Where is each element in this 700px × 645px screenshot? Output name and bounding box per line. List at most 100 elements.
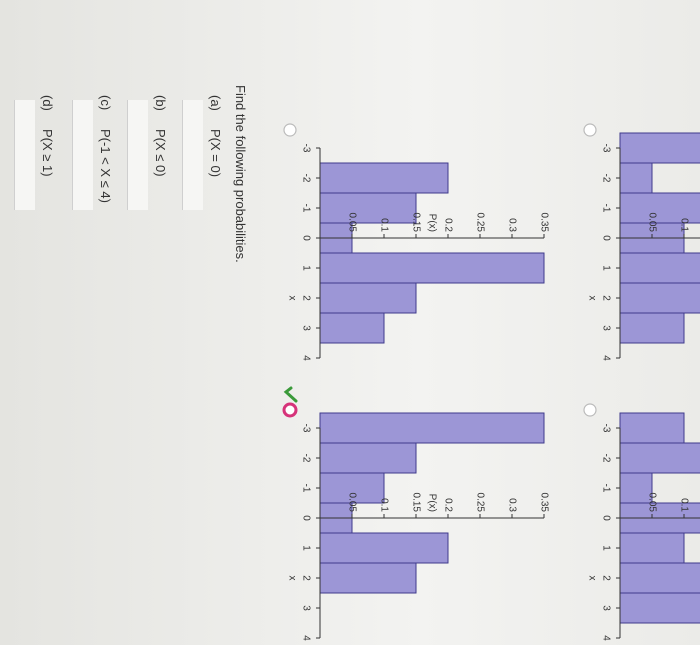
x-tick-label: 3 xyxy=(600,325,611,331)
question-text: P(-1 < X ≤ 4) xyxy=(98,129,113,203)
x-tick-label: -3 xyxy=(300,424,311,433)
x-tick-label: -1 xyxy=(600,204,611,213)
bar xyxy=(319,192,417,224)
y-tick-label: 0.05 xyxy=(346,213,357,233)
x-tick-label: 4 xyxy=(300,635,311,641)
y-tick-label: 0.15 xyxy=(410,213,421,233)
y-tick-label: 0.15 xyxy=(410,493,421,513)
y-tick-label: 0.1 xyxy=(678,498,689,512)
bar xyxy=(319,252,545,284)
bar xyxy=(619,252,700,284)
y-axis-label: P(x) xyxy=(426,214,437,232)
x-tick-label: 1 xyxy=(600,545,611,551)
bar xyxy=(619,562,700,594)
y-tick-label: 0.1 xyxy=(378,218,389,232)
x-tick-label: 3 xyxy=(600,605,611,611)
bar xyxy=(319,282,417,314)
answer-box[interactable] xyxy=(72,100,93,210)
y-tick-label: 0.1 xyxy=(678,218,689,232)
bar xyxy=(619,162,653,194)
bar xyxy=(319,562,417,594)
question: (a) P(X = 0) xyxy=(208,95,223,177)
y-tick-label: 0.05 xyxy=(346,493,357,513)
question-text: P(X = 0) xyxy=(208,129,223,178)
x-tick-label: 1 xyxy=(600,265,611,271)
y-tick-label: 0.2 xyxy=(442,498,453,512)
bar xyxy=(619,132,700,164)
x-tick-label: 2 xyxy=(600,295,611,301)
x-axis-label: x xyxy=(586,576,597,581)
bar xyxy=(619,282,700,314)
question-label: (d) xyxy=(40,95,55,111)
question-text: P(X ≤ 0) xyxy=(153,129,168,177)
bar xyxy=(619,592,700,624)
question: (b) P(X ≤ 0) xyxy=(153,95,168,177)
x-tick-label: 3 xyxy=(300,325,311,331)
x-tick-label: 0 xyxy=(600,515,611,521)
x-tick-label: -3 xyxy=(600,144,611,153)
x-tick-label: -3 xyxy=(300,144,311,153)
radio[interactable] xyxy=(283,123,297,137)
radio[interactable] xyxy=(583,403,597,417)
y-tick-label: 0.05 xyxy=(646,213,657,233)
x-tick-label: 1 xyxy=(300,545,311,551)
bar xyxy=(619,412,685,444)
question: (c) P(-1 < X ≤ 4) xyxy=(98,95,113,203)
bar xyxy=(319,442,417,474)
bar xyxy=(319,312,385,344)
question-label: (c) xyxy=(98,95,113,111)
x-tick-label: 0 xyxy=(600,235,611,241)
x-tick-label: 0 xyxy=(300,235,311,241)
y-tick-label: 0.1 xyxy=(378,498,389,512)
x-axis-label: x xyxy=(286,296,297,301)
radio[interactable] xyxy=(583,123,597,137)
y-tick-label: 0.05 xyxy=(646,493,657,513)
x-tick-label: 0 xyxy=(300,515,311,521)
x-axis-label: x xyxy=(286,576,297,581)
radio[interactable] xyxy=(282,402,298,418)
question: (d) P(X ≥ 1) xyxy=(40,95,55,177)
x-tick-label: 3 xyxy=(300,605,311,611)
x-tick-label: 2 xyxy=(600,575,611,581)
y-axis-label: P(x) xyxy=(426,494,437,512)
bar xyxy=(619,532,685,564)
answer-box[interactable] xyxy=(14,100,35,210)
answer-box[interactable] xyxy=(182,100,203,210)
answer-box[interactable] xyxy=(127,100,148,210)
prompt: Find the following probabilities. xyxy=(233,85,248,263)
y-tick-label: 0.25 xyxy=(474,493,485,513)
x-tick-label: -1 xyxy=(300,204,311,213)
question-label: (b) xyxy=(153,95,168,111)
y-tick-label: 0.2 xyxy=(442,218,453,232)
y-tick-label: 0.25 xyxy=(474,213,485,233)
question-label: (a) xyxy=(208,95,223,111)
check-mark xyxy=(283,386,298,403)
bar xyxy=(619,442,700,474)
x-tick-label: -2 xyxy=(300,454,311,463)
x-tick-label: -2 xyxy=(300,174,311,183)
x-tick-label: -1 xyxy=(300,484,311,493)
x-tick-label: 4 xyxy=(600,355,611,361)
x-axis-label: x xyxy=(586,296,597,301)
y-tick-label: 0.3 xyxy=(506,498,517,512)
bar xyxy=(319,412,545,444)
y-tick-label: 0.35 xyxy=(538,493,549,513)
x-tick-label: 2 xyxy=(300,575,311,581)
y-tick-label: 0.35 xyxy=(538,213,549,233)
x-tick-label: 4 xyxy=(600,635,611,641)
x-tick-label: -2 xyxy=(600,454,611,463)
x-tick-label: -2 xyxy=(600,174,611,183)
bar xyxy=(319,162,449,194)
x-tick-label: -1 xyxy=(600,484,611,493)
bar xyxy=(619,312,685,344)
x-tick-label: 2 xyxy=(300,295,311,301)
y-tick-label: 0.3 xyxy=(506,218,517,232)
x-tick-label: -3 xyxy=(600,424,611,433)
question-text: P(X ≥ 1) xyxy=(40,129,55,177)
x-tick-label: 4 xyxy=(300,355,311,361)
bar xyxy=(319,532,449,564)
x-tick-label: 1 xyxy=(300,265,311,271)
